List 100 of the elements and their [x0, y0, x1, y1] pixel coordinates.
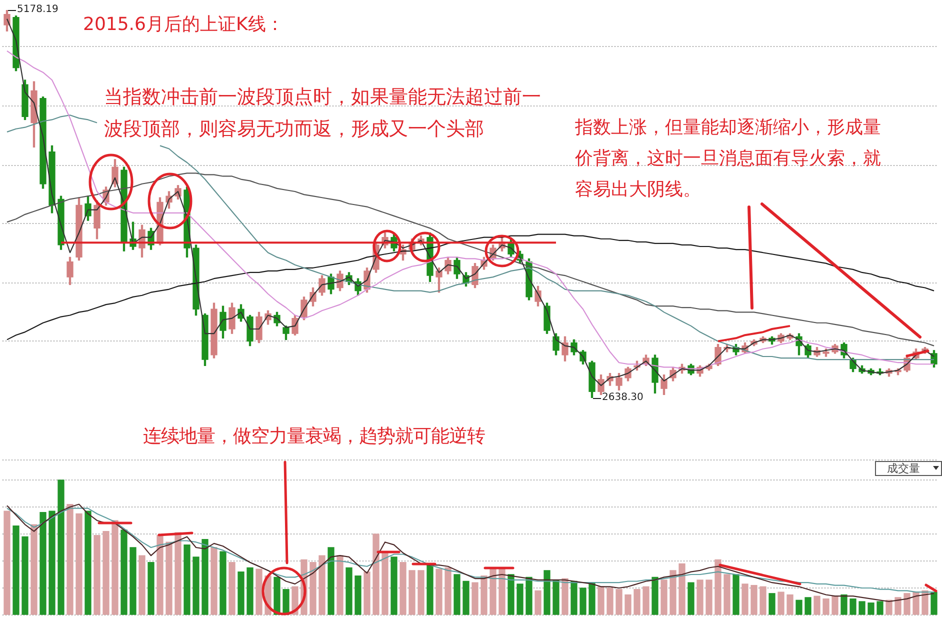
- bar: [426, 563, 434, 615]
- chart-title: 成交量: [887, 462, 920, 475]
- bar: [724, 574, 730, 615]
- bar: [346, 567, 352, 615]
- bar: [4, 510, 10, 615]
- bar: [732, 574, 740, 615]
- bar: [786, 594, 794, 615]
- bar: [642, 586, 650, 615]
- bar: [58, 480, 64, 615]
- annotation: 当指数冲击前一波段顶点时，如果量能无法超过前一波段顶部，则容易无功而返，形成又一个头部: [104, 86, 542, 142]
- bar: [804, 597, 812, 615]
- annotation: 5178.19: [17, 4, 58, 16]
- annotation: 2638.30: [602, 392, 644, 404]
- bar: [912, 592, 920, 615]
- bar: [768, 593, 776, 615]
- bar: [876, 601, 884, 615]
- bar: [408, 570, 416, 615]
- bar: [166, 542, 172, 615]
- bar: [660, 580, 668, 615]
- bar: [858, 601, 866, 615]
- bar: [678, 563, 686, 615]
- bar: [714, 559, 722, 615]
- bar: [606, 588, 614, 615]
- bar: [112, 520, 118, 615]
- bar: [102, 530, 110, 615]
- bar: [534, 590, 542, 615]
- bar: [336, 555, 344, 615]
- bar: [832, 596, 838, 615]
- bar: [516, 584, 524, 615]
- bar: [552, 580, 560, 615]
- bar: [462, 580, 470, 615]
- bar: [814, 596, 820, 615]
- bar: [328, 547, 334, 615]
- bar: [742, 584, 748, 615]
- bar: [598, 586, 604, 615]
- bar: [616, 589, 622, 615]
- bar: [778, 592, 784, 615]
- chart-title: 2015.6月后的上证K线：: [83, 13, 284, 37]
- bar: [66, 504, 74, 615]
- bar: [84, 510, 92, 615]
- bar: [12, 526, 20, 615]
- bar: [822, 598, 830, 615]
- bar: [840, 594, 848, 615]
- bar: [706, 580, 712, 615]
- bar: [498, 567, 506, 615]
- bar: [796, 600, 802, 615]
- bar: [220, 551, 226, 615]
- bar: [156, 535, 164, 615]
- bar: [274, 576, 280, 615]
- annotation: 指数上涨，但量能却逐渐缩小，形成量价背离，这时一旦消息面有导火索，就容易出大阴线。: [575, 116, 882, 202]
- bar: [444, 567, 452, 615]
- text: 连续地量，做空力量衰竭，趋势就可能逆转: [143, 426, 485, 447]
- bar: [228, 562, 236, 615]
- bar: [544, 570, 550, 615]
- bar: [886, 600, 892, 615]
- bar: [760, 586, 766, 615]
- bar: [192, 556, 200, 615]
- bar: [696, 580, 704, 615]
- bar: [22, 536, 28, 615]
- bar: [480, 576, 488, 615]
- bar: [850, 598, 856, 615]
- bar: [354, 576, 362, 615]
- bar: [670, 570, 676, 615]
- bar: [400, 562, 406, 615]
- bar: [894, 597, 902, 615]
- bar: [688, 582, 694, 615]
- bar: [174, 532, 182, 615]
- bar: [454, 574, 460, 615]
- bar: [202, 539, 208, 615]
- bar: [318, 555, 326, 615]
- bar: [94, 535, 100, 615]
- bar: [750, 584, 758, 615]
- bar: [580, 588, 586, 615]
- bar: [76, 513, 82, 615]
- bar: [624, 594, 632, 615]
- bar: [138, 555, 146, 615]
- bar: [930, 592, 938, 615]
- dropdown-field: 成交量: [875, 461, 942, 476]
- bar: [904, 593, 910, 615]
- bar: [238, 571, 244, 615]
- bar: [184, 544, 190, 615]
- bar: [130, 547, 136, 615]
- bar: [562, 578, 568, 615]
- bar: [922, 590, 928, 615]
- bar: [120, 530, 128, 615]
- bar: [364, 571, 370, 615]
- bar: [588, 582, 596, 615]
- bar: [210, 547, 218, 615]
- bar: [310, 562, 316, 615]
- bar: [472, 582, 478, 615]
- bar: [256, 568, 262, 615]
- bar: [570, 580, 578, 615]
- bar: [148, 562, 154, 615]
- bar: [30, 524, 38, 615]
- bar: [282, 589, 290, 615]
- bar: [868, 602, 874, 615]
- bar: [246, 567, 254, 615]
- bar: [372, 534, 380, 615]
- bar: [390, 556, 398, 615]
- bar: [418, 570, 424, 615]
